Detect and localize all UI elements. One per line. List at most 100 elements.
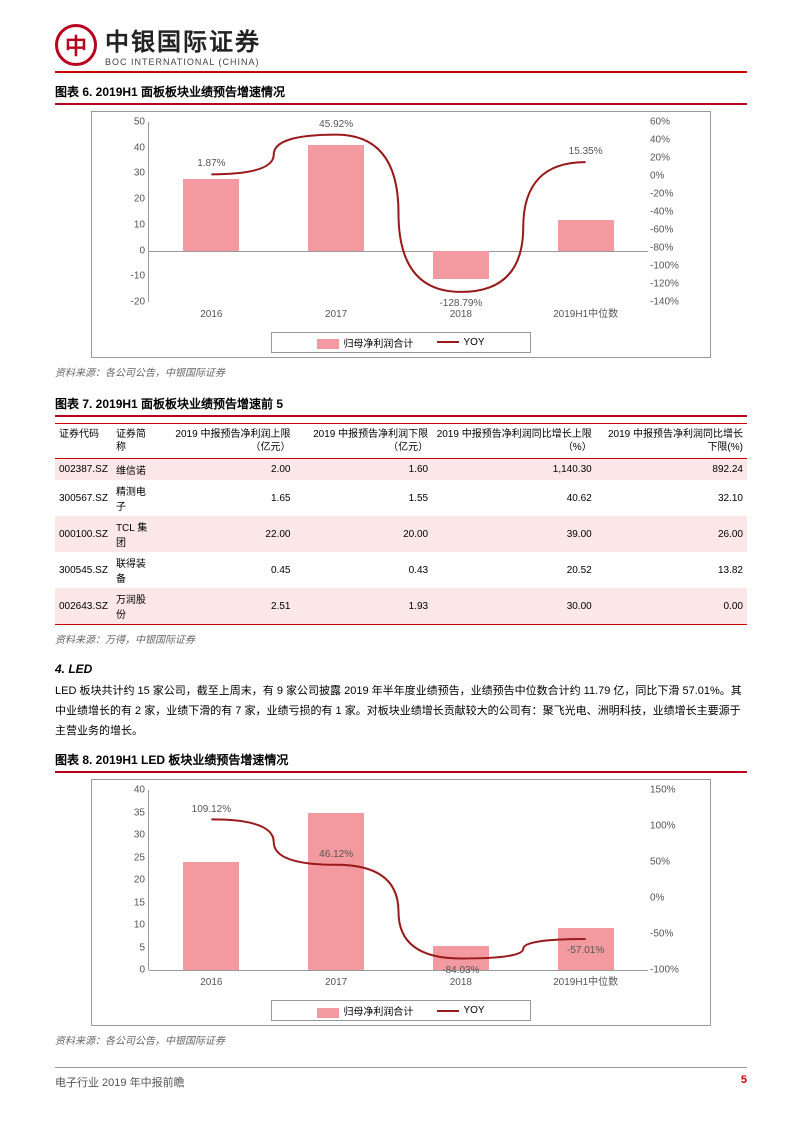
yaxis-left-tick: 35 xyxy=(121,807,145,818)
section-led-heading: 4. LED xyxy=(55,662,747,676)
chart8: 0510152025303540-100%-50%0%50%100%150%20… xyxy=(91,779,711,1026)
chart6-legend: 归母净利润合计 YOY xyxy=(271,332,531,353)
yaxis-left-tick: 30 xyxy=(121,830,145,841)
table-cell: 002643.SZ xyxy=(55,588,112,625)
yaxis-left-tick: 20 xyxy=(121,875,145,886)
yaxis-right-tick: -120% xyxy=(650,279,684,290)
table-cell: 300545.SZ xyxy=(55,552,112,588)
table-cell: 维信诺 xyxy=(112,459,157,481)
legend-line-label: YOY xyxy=(463,337,484,348)
yaxis-left-tick: 0 xyxy=(121,965,145,976)
yaxis-right-tick: -140% xyxy=(650,297,684,308)
page-header: 中 中银国际证券 BOC INTERNATIONAL (CHINA) xyxy=(55,22,747,73)
yaxis-left-tick: 25 xyxy=(121,852,145,863)
table-row: 300545.SZ联得装备0.450.4320.5213.82 xyxy=(55,552,747,588)
xaxis-tick: 2017 xyxy=(325,309,347,320)
yaxis-right-tick: -100% xyxy=(650,261,684,272)
logo-text-en: BOC INTERNATIONAL (CHINA) xyxy=(105,57,261,67)
yaxis-left-tick: -10 xyxy=(121,271,145,282)
table-header-cell: 证券代码 xyxy=(55,424,112,459)
chart8-title: 图表 8. 2019H1 LED 板块业绩预告增速情况 xyxy=(55,751,747,773)
yaxis-left-tick: 20 xyxy=(121,194,145,205)
legend-bar-label: 归母净利润合计 xyxy=(343,339,413,350)
chart8-source: 资料来源：各公司公告，中银国际证券 xyxy=(55,1032,747,1047)
xaxis-tick: 2017 xyxy=(325,977,347,988)
yaxis-left-tick: 40 xyxy=(121,142,145,153)
table-cell: 0.00 xyxy=(596,588,747,625)
table-row: 002643.SZ万润股份2.511.9330.000.00 xyxy=(55,588,747,625)
legend-bar-label: 归母净利润合计 xyxy=(343,1007,413,1018)
xaxis-tick: 2018 xyxy=(450,309,472,320)
table-cell: 39.00 xyxy=(432,516,596,552)
logo-text-cn: 中银国际证券 xyxy=(105,22,261,57)
section-led-body: LED 板块共计约 15 家公司，截至上周末，有 9 家公司披露 2019 年半… xyxy=(55,682,747,741)
chart-line xyxy=(211,820,585,959)
table-cell: 精测电子 xyxy=(112,480,157,516)
xaxis-tick: 2018 xyxy=(450,977,472,988)
yaxis-right-tick: -60% xyxy=(650,225,684,236)
table-cell: 1,140.30 xyxy=(432,459,596,481)
table-header-cell: 2019 中报预告净利润下限（亿元） xyxy=(294,424,432,459)
page-footer: 电子行业 2019 年中报前瞻 5 xyxy=(55,1067,747,1096)
table-header-cell: 2019 中报预告净利润上限（亿元） xyxy=(157,424,295,459)
yaxis-right-tick: 60% xyxy=(650,117,684,128)
yaxis-right-tick: 20% xyxy=(650,153,684,164)
yaxis-left-tick: -20 xyxy=(121,297,145,308)
yaxis-right-tick: 0% xyxy=(650,171,684,182)
table-row: 002387.SZ维信诺2.001.601,140.30892.24 xyxy=(55,459,747,481)
table-cell: 1.65 xyxy=(157,480,295,516)
yaxis-left-tick: 10 xyxy=(121,219,145,230)
table-cell: 22.00 xyxy=(157,516,295,552)
table-header-cell: 2019 中报预告净利润同比增长上限（%） xyxy=(432,424,596,459)
chart-line xyxy=(211,135,585,292)
table-cell: 联得装备 xyxy=(112,552,157,588)
table-cell: 万润股份 xyxy=(112,588,157,625)
yaxis-left-tick: 50 xyxy=(121,117,145,128)
yaxis-right-tick: -50% xyxy=(650,929,684,940)
xaxis-tick: 2019H1中位数 xyxy=(553,305,618,320)
table-cell: 892.24 xyxy=(596,459,747,481)
yaxis-right-tick: -20% xyxy=(650,189,684,200)
yaxis-left-tick: 10 xyxy=(121,920,145,931)
chart8-legend: 归母净利润合计 YOY xyxy=(271,1000,531,1021)
table-cell: 0.43 xyxy=(294,552,432,588)
table-header-cell: 2019 中报预告净利润同比增长下限(%) xyxy=(596,424,747,459)
table-cell: 2.00 xyxy=(157,459,295,481)
chart6-source: 资料来源：各公司公告，中银国际证券 xyxy=(55,364,747,379)
table-cell: 0.45 xyxy=(157,552,295,588)
table-header-cell: 证券简称 xyxy=(112,424,157,459)
table-cell: 1.60 xyxy=(294,459,432,481)
table-cell: 40.62 xyxy=(432,480,596,516)
table-cell: 20.52 xyxy=(432,552,596,588)
table-cell: 13.82 xyxy=(596,552,747,588)
table-row: 000100.SZTCL 集团22.0020.0039.0026.00 xyxy=(55,516,747,552)
yaxis-right-tick: 150% xyxy=(650,785,684,796)
table7-source: 资料来源：万得，中银国际证券 xyxy=(55,631,747,646)
footer-page-number: 5 xyxy=(741,1074,747,1090)
table7: 证券代码证券简称2019 中报预告净利润上限（亿元）2019 中报预告净利润下限… xyxy=(55,423,747,625)
yaxis-right-tick: -100% xyxy=(650,965,684,976)
legend-line-label: YOY xyxy=(463,1005,484,1016)
table-cell: 2.51 xyxy=(157,588,295,625)
table-cell: TCL 集团 xyxy=(112,516,157,552)
yaxis-right-tick: 50% xyxy=(650,857,684,868)
yaxis-right-tick: 40% xyxy=(650,135,684,146)
xaxis-tick: 2016 xyxy=(200,309,222,320)
xaxis-tick: 2019H1中位数 xyxy=(553,973,618,988)
table-cell: 26.00 xyxy=(596,516,747,552)
table7-title: 图表 7. 2019H1 面板板块业绩预告增速前 5 xyxy=(55,395,747,417)
yaxis-left-tick: 40 xyxy=(121,785,145,796)
table-row: 300567.SZ精测电子1.651.5540.6232.10 xyxy=(55,480,747,516)
yaxis-left-tick: 0 xyxy=(121,245,145,256)
yaxis-right-tick: -80% xyxy=(650,243,684,254)
table-cell: 30.00 xyxy=(432,588,596,625)
table-cell: 1.93 xyxy=(294,588,432,625)
yaxis-left-tick: 30 xyxy=(121,168,145,179)
footer-left: 电子行业 2019 年中报前瞻 xyxy=(55,1074,185,1090)
yaxis-right-tick: -40% xyxy=(650,207,684,218)
table-cell: 20.00 xyxy=(294,516,432,552)
yaxis-right-tick: 100% xyxy=(650,821,684,832)
table-cell: 1.55 xyxy=(294,480,432,516)
yaxis-left-tick: 15 xyxy=(121,897,145,908)
yaxis-left-tick: 5 xyxy=(121,942,145,953)
